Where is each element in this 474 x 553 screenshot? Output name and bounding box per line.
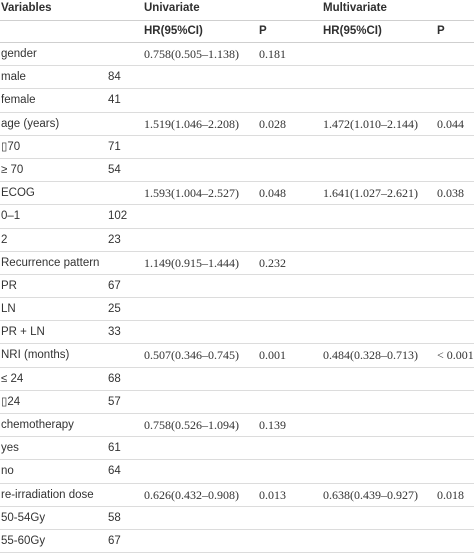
table-row: age (years) 1.519(1.046–2.208) 0.028 1.472(… (0, 113, 474, 136)
count-cell: 84 (108, 71, 121, 84)
table-row: LN 25 (0, 298, 474, 322)
univariate-p-cell: 0.013 (259, 487, 286, 502)
univariate-p-cell: 0.181 (259, 47, 286, 61)
table-row: PR + LN 33 (0, 321, 474, 345)
variable-cell: LN (1, 303, 16, 316)
count-cell: 57 (108, 395, 121, 408)
variable-cell: 2 (1, 233, 8, 246)
table-row: ▯24 57 (0, 391, 474, 414)
table-row: 50-54Gy 58 (0, 507, 474, 530)
univariate-p-cell: 0.001 (259, 348, 286, 363)
variable-cell: 0–1 (1, 210, 21, 223)
multivariate-p-cell: < 0.001 (437, 348, 474, 363)
count-cell: 54 (108, 163, 121, 176)
count-cell: 102 (108, 210, 128, 223)
header-p-univariate: P (259, 25, 267, 37)
variable-cell: ECOG (1, 187, 35, 200)
univariate-p-cell: 0.232 (259, 255, 286, 270)
table-row: PR 67 (0, 275, 474, 299)
table-row: 55-60Gy 67 (0, 530, 474, 553)
header-variables: Variables (1, 2, 52, 14)
count-cell: 61 (108, 442, 121, 455)
table-row: male 84 (0, 66, 474, 90)
table-row: re-irradiation dose 0.626(0.432–0.908) 0.0… (0, 484, 474, 507)
univariate-hr-cell: 1.149(0.915–1.444) (144, 255, 239, 270)
count-cell: 33 (108, 326, 121, 339)
variable-cell: Recurrence pattern (1, 256, 100, 269)
variable-cell: 55-60Gy (1, 534, 46, 547)
table-row: 2 23 (0, 229, 474, 252)
univariate-hr-cell: 0.626(0.432–0.908) (144, 487, 239, 502)
count-cell: 23 (108, 233, 121, 246)
count-cell: 71 (108, 140, 121, 153)
variable-cell: re-irradiation dose (1, 488, 94, 501)
count-cell: 68 (108, 372, 121, 385)
table-row: gender 0.758(0.505–1.138) 0.181 (0, 43, 474, 67)
multivariate-p-cell: 0.044 (437, 116, 464, 131)
table-row: chemotherapy 0.758(0.526–1.094) 0.139 (0, 414, 474, 438)
header-hr-univariate: HR(95%CI) (144, 25, 203, 37)
multivariate-p-cell: 0.038 (437, 186, 464, 201)
count-cell: 67 (108, 279, 121, 292)
univariate-hr-cell: 0.758(0.526–1.094) (144, 418, 239, 432)
univariate-p-cell: 0.139 (259, 418, 286, 432)
variable-cell: 50-54Gy (1, 511, 46, 524)
count-cell: 58 (108, 511, 121, 524)
multivariate-hr-cell: 1.641(1.027–2.621) (323, 186, 418, 201)
univariate-hr-cell: 0.758(0.505–1.138) (144, 47, 239, 61)
table-row: female 41 (0, 89, 474, 113)
table-row: ≤ 24 68 (0, 368, 474, 391)
table-row: yes 61 (0, 437, 474, 461)
multivariate-hr-cell: 0.484(0.328–0.713) (323, 348, 418, 363)
count-cell: 41 (108, 94, 121, 107)
variable-cell: age (years) (1, 117, 60, 130)
table-row: 0–1 102 (0, 205, 474, 229)
table-header-group: Variables Univariate Multivariate (0, 0, 474, 21)
header-univariate: Univariate (144, 2, 200, 14)
table-row: no 64 (0, 460, 474, 484)
table-row: ▯70 71 (0, 136, 474, 159)
table-row: Recurrence pattern 1.149(0.915–1.444) 0.23… (0, 252, 474, 275)
variable-cell: chemotherapy (1, 419, 74, 431)
count-cell: 67 (108, 534, 121, 547)
variable-cell: ≤ 24 (1, 372, 24, 385)
table-row: ≥ 70 54 (0, 159, 474, 183)
variable-cell: gender (1, 48, 37, 60)
table-body: gender 0.758(0.505–1.138) 0.181 male 84 femal… (0, 43, 474, 553)
multivariate-hr-cell: 0.638(0.439–0.927) (323, 487, 418, 502)
table-row: NRI (months) 0.507(0.346–0.745) 0.001 0.484… (0, 344, 474, 368)
variable-cell: female (1, 94, 36, 107)
variable-cell: ▯70 (1, 140, 21, 153)
univariate-hr-cell: 0.507(0.346–0.745) (144, 348, 239, 363)
count-cell: 64 (108, 465, 121, 478)
univariate-p-cell: 0.048 (259, 186, 286, 201)
header-p-multivariate: P (437, 25, 445, 37)
variable-cell: PR (1, 279, 17, 292)
variable-cell: yes (1, 442, 19, 455)
univariate-hr-cell: 1.593(1.004–2.527) (144, 186, 239, 201)
variable-cell: PR + LN (1, 326, 45, 339)
table-row: ECOG 1.593(1.004–2.527) 0.048 1.641(1.027–2… (0, 182, 474, 206)
multivariate-p-cell: 0.018 (437, 487, 464, 502)
variable-cell: ≥ 70 (1, 163, 24, 176)
univariate-p-cell: 0.028 (259, 116, 286, 131)
variable-cell: no (1, 465, 14, 478)
multivariate-hr-cell: 1.472(1.010–2.144) (323, 116, 418, 131)
variable-cell: ▯24 (1, 395, 21, 408)
variable-cell: male (1, 71, 26, 84)
variable-cell: NRI (months) (1, 349, 70, 362)
table-header-sub: HR(95%CI) P HR(95%CI) P (0, 21, 474, 43)
univariate-hr-cell: 1.519(1.046–2.208) (144, 116, 239, 131)
count-cell: 25 (108, 303, 121, 316)
header-hr-multivariate: HR(95%CI) (323, 25, 382, 37)
header-multivariate: Multivariate (323, 2, 387, 14)
